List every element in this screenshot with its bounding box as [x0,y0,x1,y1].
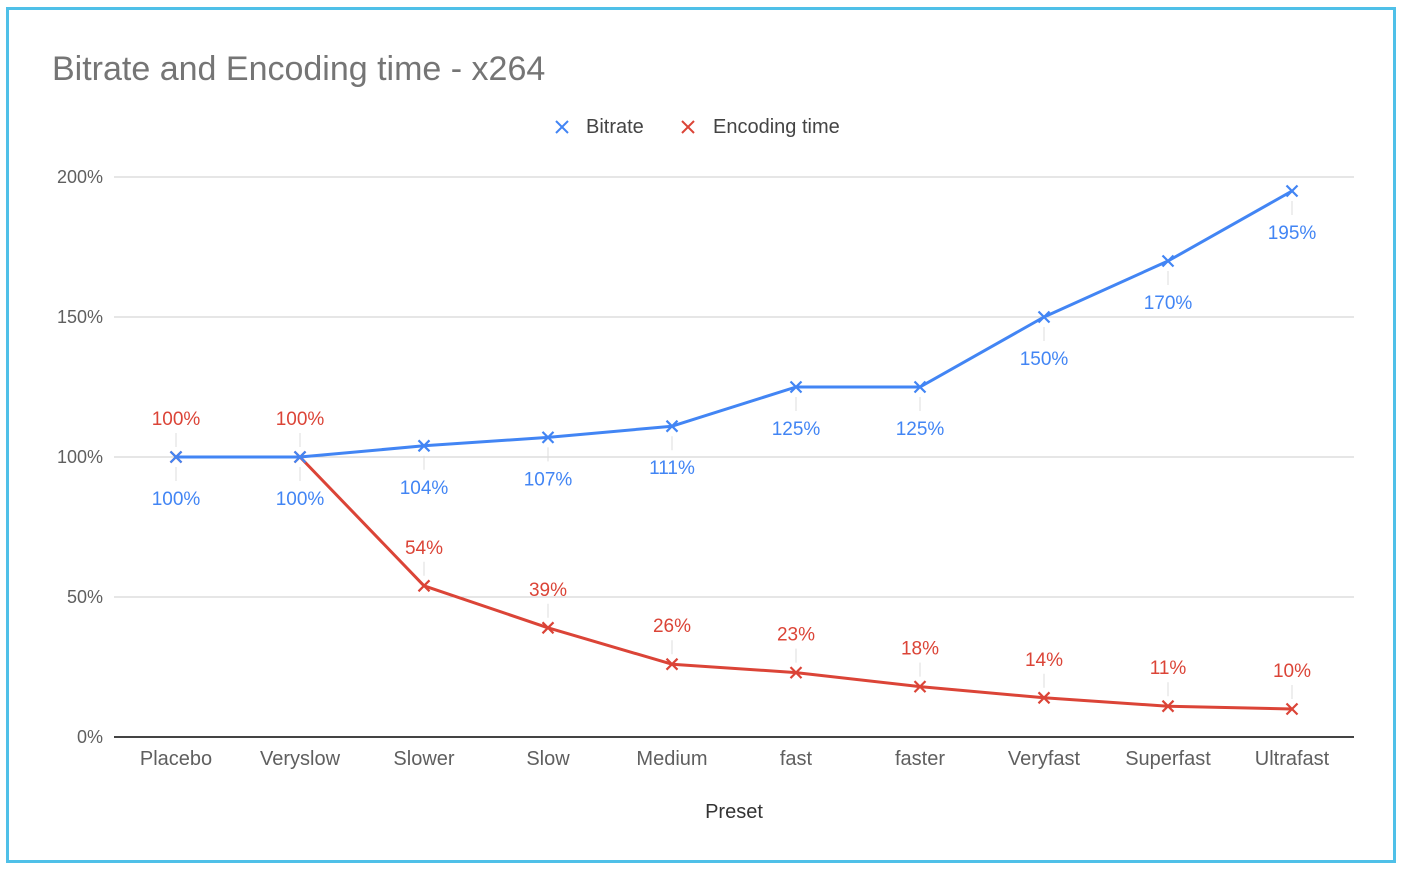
legend-x-icon [681,120,695,134]
x-tick-label-faster: faster [895,748,945,770]
data-label-bitrate: 125% [896,419,945,440]
data-label-encoding-time: 23% [777,625,815,646]
x-tick-label-veryslow: Veryslow [260,748,341,770]
data-label-bitrate: 107% [524,469,573,490]
x-tick-label-fast: fast [780,748,813,770]
data-label-bitrate: 111% [649,458,695,479]
x-tick-label-ultrafast: Ultrafast [1255,748,1330,770]
data-point-bitrate [169,450,183,464]
data-point-bitrate [789,380,803,394]
data-label-bitrate: 150% [1020,349,1069,370]
data-point-bitrate [1285,184,1299,198]
x-tick-label-superfast: Superfast [1125,748,1211,770]
data-label-encoding-time: 100% [152,409,201,430]
data-label-bitrate: 100% [276,489,325,510]
legend-marker-encoding-time [681,120,695,134]
data-label-encoding-time: 39% [529,580,567,601]
data-label-encoding-time: 14% [1025,650,1063,671]
data-point-encoding-time [1285,702,1299,716]
data-label-bitrate: 100% [152,489,201,510]
data-label-encoding-time: 11% [1150,658,1187,679]
data-point-bitrate [1161,254,1175,268]
data-label-bitrate: 104% [400,478,449,499]
data-label-encoding-time: 10% [1273,661,1311,682]
data-point-bitrate [665,419,679,433]
series-markers [169,184,1299,716]
data-label-bitrate: 195% [1268,223,1317,244]
gridlines [114,176,1354,738]
x-tick-label-slow: Slow [526,748,570,770]
data-point-encoding-time [417,579,431,593]
data-labels: 100% 100% 104% 107% 111% 125% 125% 150% 170% 195%… [152,223,1317,682]
legend-x-icon [555,120,569,134]
chart-frame [6,7,1396,863]
data-point-bitrate [293,450,307,464]
x-tick-label-slower: Slower [393,748,454,770]
data-label-bitrate: 125% [772,419,821,440]
data-label-encoding-time: 18% [901,639,939,660]
legend-item-bitrate: Bitrate [555,116,644,138]
data-label-encoding-time: 54% [405,538,443,559]
data-label-encoding-time: 26% [653,616,691,637]
data-point-encoding-time [1161,699,1175,713]
data-label-encoding-time: 100% [276,409,325,430]
y-tick-label: 0% [77,727,103,747]
series-line-encoding-time [176,455,1293,711]
legend-label-bitrate: Bitrate [586,116,644,138]
data-point-bitrate [1037,310,1051,324]
chart-title: Bitrate and Encoding time - x264 [52,50,545,88]
y-tick-label: 50% [67,587,103,607]
legend-marker-bitrate [555,120,569,134]
data-point-encoding-time [665,657,679,671]
x-axis-ticks: Placebo Veryslow Slower Slow Medium fast faste… [140,748,1330,770]
series-lines [176,189,1293,711]
y-tick-label: 150% [57,307,103,327]
x-tick-label-placebo: Placebo [140,748,212,770]
series-line-bitrate [176,189,1293,459]
data-point-encoding-time [541,621,555,635]
data-point-encoding-time [913,680,927,693]
legend-label-encoding-time: Encoding time [713,116,840,138]
data-label-bitrate: 170% [1144,293,1193,314]
y-tick-label: 200% [57,167,103,187]
x-axis-title: Preset [705,801,763,823]
data-point-bitrate [913,380,927,394]
data-point-bitrate [417,439,431,453]
legend: Bitrate Encoding time [555,116,840,138]
data-point-encoding-time [1037,691,1051,705]
data-point-encoding-time [789,666,803,679]
x-tick-label-medium: Medium [636,748,707,770]
y-tick-label: 100% [57,447,103,467]
x-tick-label-veryfast: Veryfast [1008,748,1081,770]
legend-item-encoding-time: Encoding time [681,116,840,138]
label-leader-lines [175,201,1293,699]
y-axis-ticks: 0% 50% 100% 150% 200% [57,167,103,747]
data-point-bitrate [541,431,555,444]
